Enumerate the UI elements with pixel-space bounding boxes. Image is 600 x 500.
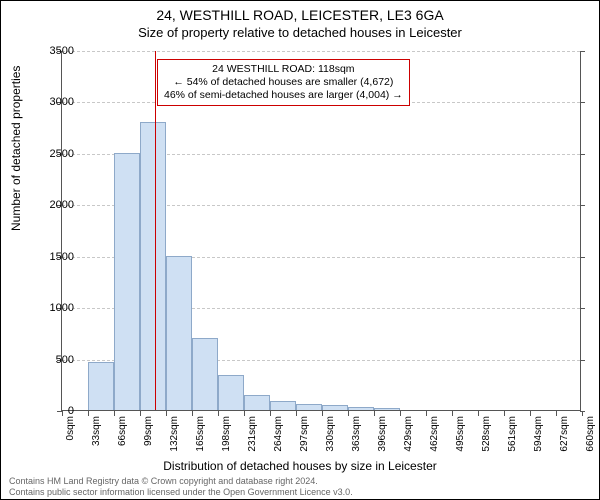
xtick-label: 99sqm bbox=[143, 416, 154, 446]
ytick-label: 2500 bbox=[34, 148, 74, 160]
ytick-label: 3500 bbox=[34, 45, 74, 57]
xtick-mark bbox=[426, 411, 427, 416]
histogram-bar bbox=[374, 408, 400, 410]
xtick-label: 165sqm bbox=[195, 416, 206, 452]
ytick-mark bbox=[580, 257, 585, 258]
footer-attribution: Contains HM Land Registry data © Crown c… bbox=[9, 476, 353, 497]
ytick-label: 3000 bbox=[34, 96, 74, 108]
ytick-mark bbox=[580, 154, 585, 155]
xtick-label: 264sqm bbox=[273, 416, 284, 452]
ytick-label: 2000 bbox=[34, 199, 74, 211]
y-axis-title: Number of detached properties bbox=[9, 66, 23, 231]
chart-title-main: 24, WESTHILL ROAD, LEICESTER, LE3 6GA bbox=[1, 7, 599, 23]
xtick-label: 0sqm bbox=[65, 416, 76, 440]
xtick-label: 627sqm bbox=[559, 416, 570, 452]
ytick-label: 1000 bbox=[34, 302, 74, 314]
xtick-label: 561sqm bbox=[507, 416, 518, 452]
histogram-bar bbox=[88, 362, 114, 410]
histogram-bar bbox=[218, 375, 244, 410]
annotation-box: 24 WESTHILL ROAD: 118sqm← 54% of detache… bbox=[157, 59, 410, 106]
annotation-line: 46% of semi-detached houses are larger (… bbox=[164, 89, 403, 102]
xtick-mark bbox=[582, 411, 583, 416]
histogram-bar bbox=[322, 405, 348, 410]
histogram-bar bbox=[244, 395, 270, 410]
gridline bbox=[62, 51, 580, 52]
ytick-label: 1500 bbox=[34, 251, 74, 263]
xtick-label: 495sqm bbox=[455, 416, 466, 452]
histogram-bar bbox=[348, 407, 374, 410]
xtick-mark bbox=[114, 411, 115, 416]
ytick-mark bbox=[580, 51, 585, 52]
xtick-label: 528sqm bbox=[481, 416, 492, 452]
xtick-label: 363sqm bbox=[351, 416, 362, 452]
histogram-bar bbox=[296, 404, 322, 410]
xtick-label: 231sqm bbox=[247, 416, 258, 452]
annotation-line: 24 WESTHILL ROAD: 118sqm bbox=[164, 63, 403, 76]
xtick-label: 330sqm bbox=[325, 416, 336, 452]
ytick-mark bbox=[580, 102, 585, 103]
ytick-mark bbox=[580, 360, 585, 361]
xtick-label: 297sqm bbox=[299, 416, 310, 452]
xtick-mark bbox=[322, 411, 323, 416]
xtick-label: 462sqm bbox=[429, 416, 440, 452]
xtick-mark bbox=[348, 411, 349, 416]
plot-area: 0sqm33sqm66sqm99sqm132sqm165sqm198sqm231… bbox=[61, 51, 581, 411]
footer-line: Contains public sector information licen… bbox=[9, 487, 353, 497]
ytick-label: 0 bbox=[34, 405, 74, 417]
chart-container: 24, WESTHILL ROAD, LEICESTER, LE3 6GA Si… bbox=[0, 0, 600, 500]
xtick-label: 594sqm bbox=[533, 416, 544, 452]
xtick-label: 429sqm bbox=[403, 416, 414, 452]
xtick-mark bbox=[478, 411, 479, 416]
reference-line bbox=[155, 51, 156, 410]
xtick-mark bbox=[244, 411, 245, 416]
xtick-mark bbox=[270, 411, 271, 416]
histogram-bar bbox=[140, 122, 166, 410]
histogram-bar bbox=[270, 401, 296, 410]
annotation-line: ← 54% of detached houses are smaller (4,… bbox=[164, 76, 403, 89]
xtick-label: 132sqm bbox=[169, 416, 180, 452]
xtick-mark bbox=[530, 411, 531, 416]
xtick-label: 396sqm bbox=[377, 416, 388, 452]
xtick-label: 33sqm bbox=[91, 416, 102, 446]
histogram-bar bbox=[192, 338, 218, 410]
xtick-mark bbox=[374, 411, 375, 416]
xtick-mark bbox=[192, 411, 193, 416]
histogram-bar bbox=[166, 256, 192, 410]
ytick-mark bbox=[580, 308, 585, 309]
xtick-mark bbox=[140, 411, 141, 416]
chart-title-sub: Size of property relative to detached ho… bbox=[1, 25, 599, 40]
xtick-label: 66sqm bbox=[117, 416, 128, 446]
xtick-mark bbox=[452, 411, 453, 416]
footer-line: Contains HM Land Registry data © Crown c… bbox=[9, 476, 353, 486]
ytick-label: 500 bbox=[34, 354, 74, 366]
xtick-mark bbox=[504, 411, 505, 416]
xtick-mark bbox=[166, 411, 167, 416]
ytick-mark bbox=[580, 205, 585, 206]
xtick-mark bbox=[88, 411, 89, 416]
xtick-mark bbox=[556, 411, 557, 416]
xtick-label: 660sqm bbox=[585, 416, 596, 452]
x-axis-title: Distribution of detached houses by size … bbox=[1, 459, 599, 473]
histogram-bar bbox=[114, 153, 140, 410]
xtick-mark bbox=[400, 411, 401, 416]
xtick-label: 198sqm bbox=[221, 416, 232, 452]
xtick-mark bbox=[218, 411, 219, 416]
xtick-mark bbox=[296, 411, 297, 416]
